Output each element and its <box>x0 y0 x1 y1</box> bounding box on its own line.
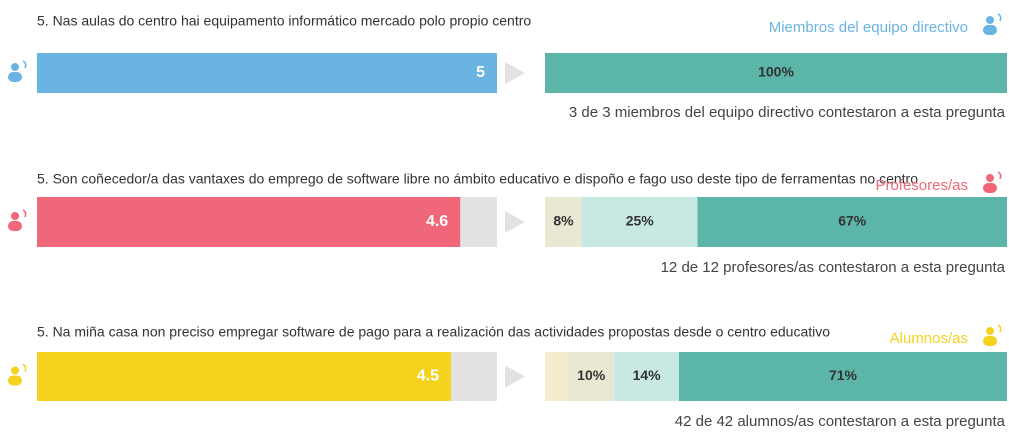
icon-wave <box>997 324 1002 333</box>
segment <box>697 197 1007 247</box>
question: 5. Nas aulas do centro hai equipamento i… <box>37 13 531 29</box>
segment <box>581 197 698 247</box>
icon-wave <box>22 363 27 372</box>
arrow <box>505 365 525 388</box>
question: 5. Son coñecedor/a das vantaxes do empre… <box>37 171 918 187</box>
segment-label: 8% <box>553 213 574 229</box>
person-icon <box>8 209 27 231</box>
icon-body <box>8 72 22 82</box>
score-bar <box>37 197 461 247</box>
response-count: 3 de 3 miembros del equipo directivo con… <box>569 104 1006 121</box>
segment-label: 10% <box>577 367 606 383</box>
score-bar <box>37 352 451 401</box>
group-label: Profesores/as <box>875 177 968 194</box>
segment <box>545 53 1007 93</box>
icon-wave <box>22 209 27 218</box>
score-label: 4.6 <box>426 213 448 230</box>
segment <box>545 352 569 401</box>
score-label: 4.5 <box>417 368 439 385</box>
icon-wave <box>997 13 1002 22</box>
segment-label: 25% <box>626 213 655 229</box>
icon-head <box>11 366 19 375</box>
person-icon <box>983 324 1002 346</box>
group-label: Miembros del equipo directivo <box>769 19 968 36</box>
icon-body <box>983 25 997 35</box>
response-count: 42 de 42 alumnos/as contestaron a esta p… <box>675 413 1006 430</box>
segment <box>545 197 582 247</box>
icon-body <box>983 336 997 346</box>
response-count: 12 de 12 profesores/as contestaron a est… <box>661 259 1006 276</box>
score-bar <box>37 53 497 93</box>
segment-label: 100% <box>758 64 794 80</box>
person-icon <box>8 363 27 386</box>
icon-wave <box>22 60 27 69</box>
segment-label: 71% <box>829 367 858 383</box>
icon-head <box>986 174 994 182</box>
segment <box>568 352 615 401</box>
arrow <box>505 62 525 84</box>
score-label: 5 <box>476 64 485 81</box>
arrow <box>505 211 525 233</box>
person-icon <box>8 60 27 82</box>
icon-body <box>983 183 997 193</box>
question: 5. Na miña casa non preciso empregar sof… <box>37 324 830 340</box>
person-icon <box>983 13 1002 35</box>
segment <box>614 352 679 401</box>
group-label: Alumnos/as <box>890 330 968 347</box>
icon-head <box>986 327 994 335</box>
icon-body <box>8 375 22 386</box>
icon-wave <box>997 171 1002 180</box>
segment-label: 67% <box>838 213 867 229</box>
icon-body <box>8 221 22 231</box>
person-icon <box>983 171 1002 193</box>
icon-head <box>11 212 19 220</box>
icon-head <box>986 16 994 24</box>
segment <box>678 352 1007 401</box>
icon-head <box>11 63 19 71</box>
segment-label: 14% <box>633 367 662 383</box>
